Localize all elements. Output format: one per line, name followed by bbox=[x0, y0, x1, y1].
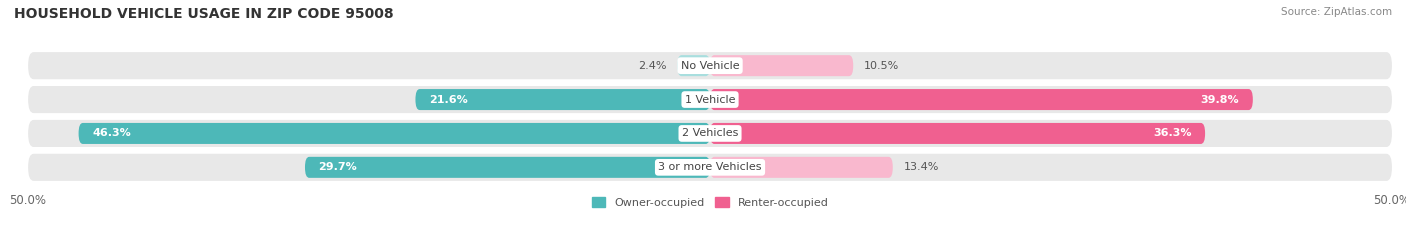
FancyBboxPatch shape bbox=[710, 89, 1253, 110]
Text: 10.5%: 10.5% bbox=[865, 61, 900, 71]
Text: HOUSEHOLD VEHICLE USAGE IN ZIP CODE 95008: HOUSEHOLD VEHICLE USAGE IN ZIP CODE 9500… bbox=[14, 7, 394, 21]
FancyBboxPatch shape bbox=[710, 55, 853, 76]
Text: 39.8%: 39.8% bbox=[1201, 95, 1239, 105]
FancyBboxPatch shape bbox=[678, 55, 710, 76]
Legend: Owner-occupied, Renter-occupied: Owner-occupied, Renter-occupied bbox=[588, 193, 832, 212]
Text: 3 or more Vehicles: 3 or more Vehicles bbox=[658, 162, 762, 172]
FancyBboxPatch shape bbox=[79, 123, 710, 144]
FancyBboxPatch shape bbox=[28, 120, 1392, 147]
Text: 21.6%: 21.6% bbox=[429, 95, 468, 105]
Text: 46.3%: 46.3% bbox=[93, 128, 131, 138]
FancyBboxPatch shape bbox=[28, 154, 1392, 181]
FancyBboxPatch shape bbox=[415, 89, 710, 110]
Text: 13.4%: 13.4% bbox=[904, 162, 939, 172]
Text: 36.3%: 36.3% bbox=[1153, 128, 1191, 138]
FancyBboxPatch shape bbox=[305, 157, 710, 178]
FancyBboxPatch shape bbox=[710, 123, 1205, 144]
Text: 1 Vehicle: 1 Vehicle bbox=[685, 95, 735, 105]
FancyBboxPatch shape bbox=[710, 157, 893, 178]
Text: 29.7%: 29.7% bbox=[319, 162, 357, 172]
Text: 2 Vehicles: 2 Vehicles bbox=[682, 128, 738, 138]
FancyBboxPatch shape bbox=[28, 86, 1392, 113]
FancyBboxPatch shape bbox=[28, 52, 1392, 79]
Text: Source: ZipAtlas.com: Source: ZipAtlas.com bbox=[1281, 7, 1392, 17]
Text: 2.4%: 2.4% bbox=[638, 61, 666, 71]
Text: No Vehicle: No Vehicle bbox=[681, 61, 740, 71]
